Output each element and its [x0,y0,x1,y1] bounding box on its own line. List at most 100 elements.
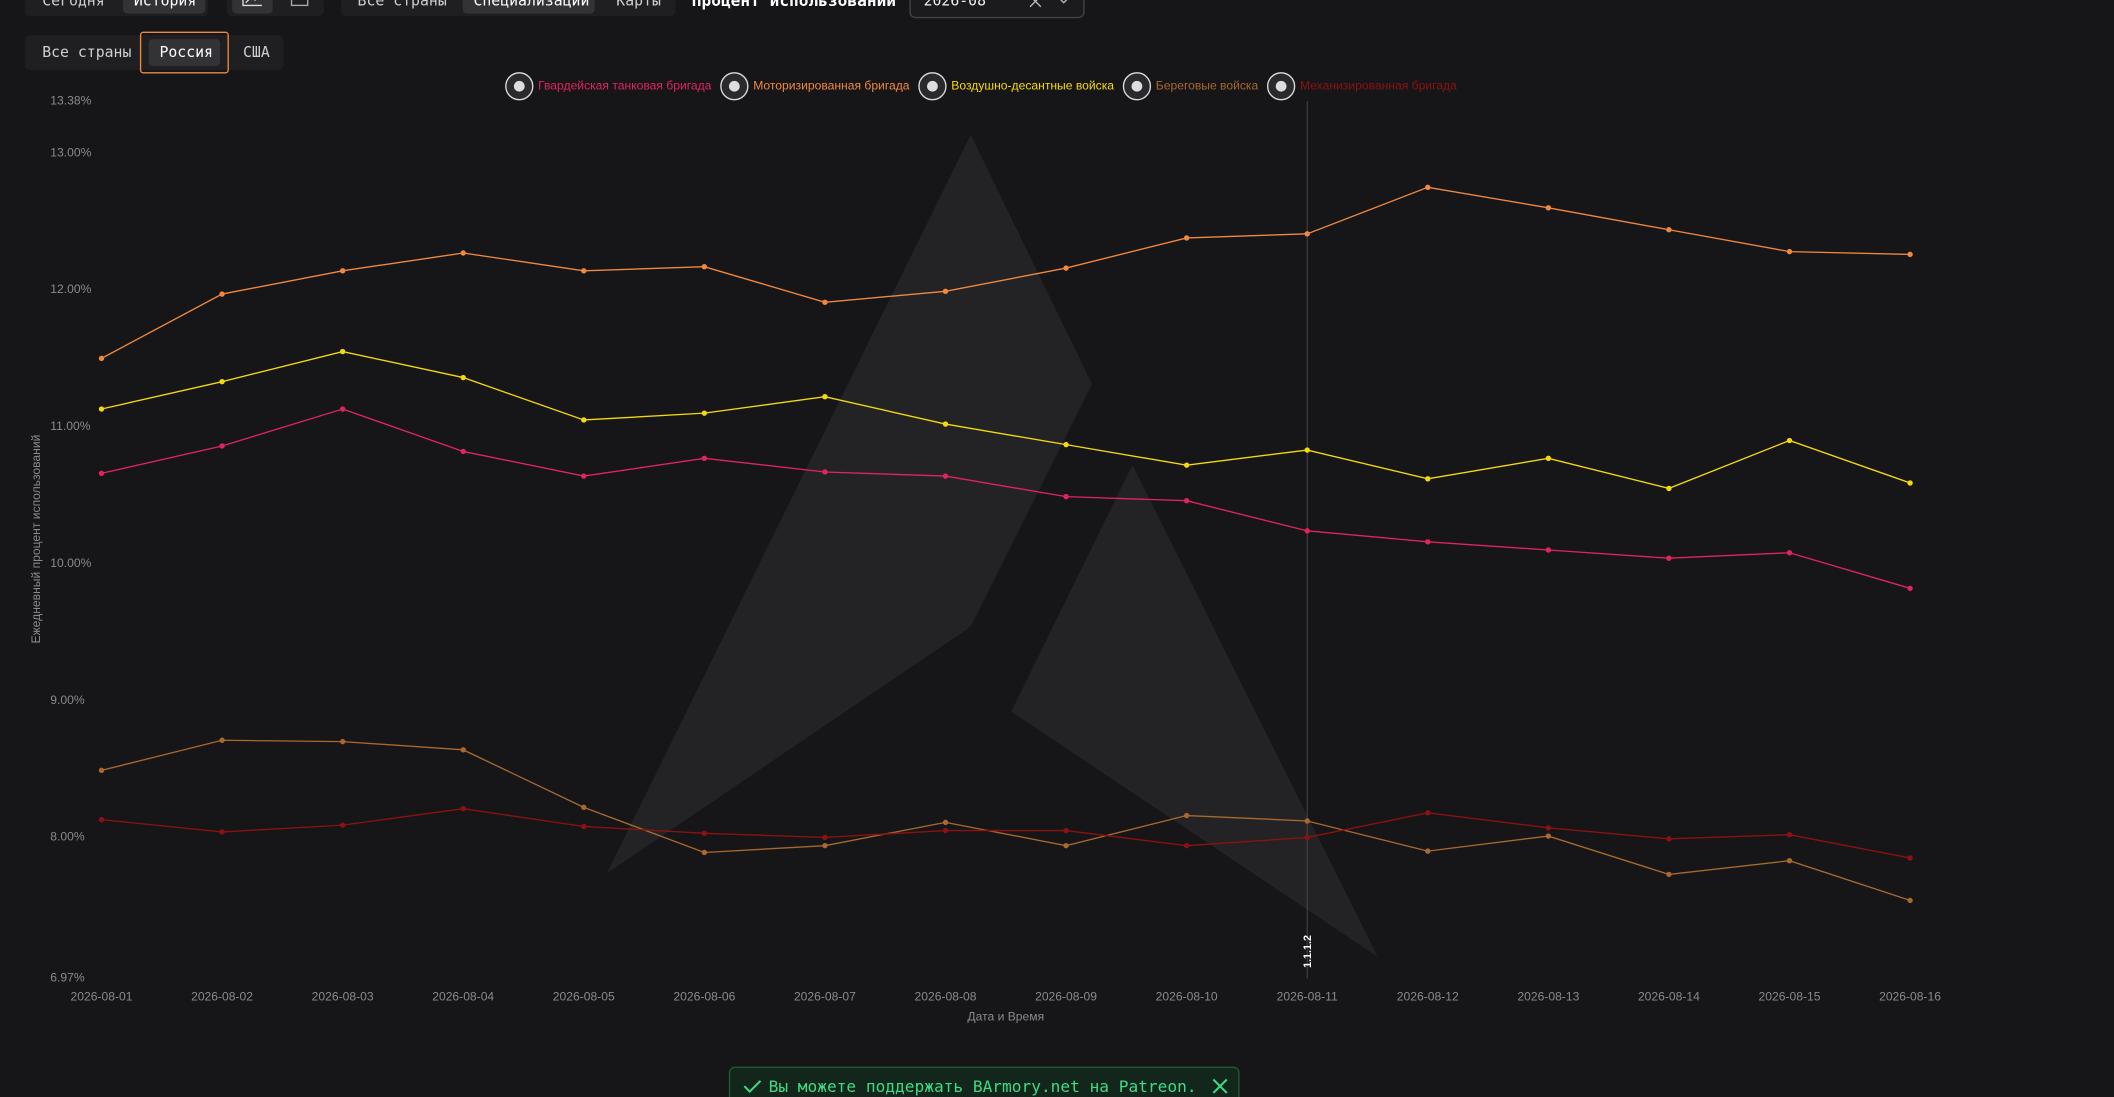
point [1786,437,1793,444]
country-tab[interactable]: США [243,44,270,61]
y-tick-label: 8.00% [50,830,85,844]
point [1425,848,1431,854]
point [1183,462,1190,468]
point [1666,227,1672,233]
point [822,842,828,849]
series-line [101,186,1911,359]
watermark [1011,464,1378,957]
point [1545,455,1552,461]
tab[interactable]: История [134,0,196,9]
tab[interactable]: Все страны [358,0,447,9]
country-tab[interactable]: Россия [159,44,213,61]
point [1545,547,1552,553]
date-input[interactable] [909,0,1085,19]
x-tick-label: 2026-08-01 [71,989,133,1003]
legend-icon-dot [1275,80,1287,92]
point [942,473,949,479]
point [581,823,587,830]
legend-label: Моторизированная бригада [753,78,910,92]
series-line [101,808,1911,859]
point [219,291,225,297]
series-line [101,350,1911,490]
point [98,816,105,823]
point [701,849,708,856]
point [219,443,225,449]
point [701,410,708,416]
point [339,268,346,274]
y-axis-label: Ежедневный процент использований [29,435,43,644]
point [1907,480,1913,486]
tab[interactable]: Специализации [473,0,589,9]
point [1907,855,1913,861]
point [1666,485,1672,492]
date-value: 2026-08 [924,0,986,9]
point [581,473,587,479]
point [1786,858,1793,864]
point [1786,248,1793,255]
point [1545,833,1552,839]
table-view-button[interactable] [290,0,309,7]
point [460,805,466,812]
point [1063,265,1069,271]
point [339,822,346,828]
x-tick-label: 2026-08-09 [1035,989,1097,1003]
x-axis-label: Дата и Время [967,1010,1044,1024]
point [581,417,587,423]
tab[interactable]: Сегодня [42,0,104,9]
point [1304,834,1310,841]
point [1425,476,1431,482]
y-tick-label: 6.97% [50,971,85,985]
chart-view-button[interactable] [232,0,273,14]
point [1545,825,1552,831]
focus-outline [139,31,229,74]
point [1063,493,1069,500]
x-tick-label: 2026-08-08 [915,989,977,1003]
point [1183,498,1190,504]
point [942,421,949,427]
point [1304,447,1310,453]
point [460,448,466,455]
point [460,250,466,256]
point [339,738,346,745]
point [701,830,708,837]
tab-active [123,0,206,14]
check-icon [743,1080,762,1094]
tab[interactable]: Карты [616,0,661,9]
x-tick-label: 2026-08-07 [794,989,856,1003]
x-tick-label: 2026-08-04 [432,989,494,1003]
x-tick-label: 2026-08-03 [312,989,374,1003]
point [1425,184,1431,190]
point [219,829,225,835]
x-tick-label: 2026-08-02 [191,989,253,1003]
point [98,767,105,774]
legend-icon-dot [1131,80,1143,92]
x-tick-label: 2026-08-16 [1879,989,1941,1003]
point [1063,827,1069,834]
point [1666,555,1672,561]
point [1666,836,1672,842]
x-tick-label: 2026-08-12 [1397,989,1459,1003]
point [1425,810,1431,816]
point [1666,871,1672,878]
legend-icon-dot [513,80,525,92]
country-tab[interactable]: Все страны [42,44,131,61]
point [701,455,708,461]
toast-text: Вы можете поддержать BArmory.net на Patr… [769,1077,1197,1096]
toast-close[interactable] [1212,1078,1228,1094]
point [1063,441,1069,448]
annotation-label: 1.1.1.2 [1302,935,1314,968]
y-tick-label: 13.00% [50,145,91,159]
input-icons[interactable] [1029,0,1068,8]
x-tick-label: 2026-08-10 [1156,989,1218,1003]
y-tick-label: 10.00% [50,556,91,570]
point [581,804,587,811]
point [339,406,346,412]
plot: 6.97% 8.00% 9.00% 10.00% 11.00% 12.00% 13.00% 1… [50,72,1941,1003]
point [339,348,346,355]
point [1183,812,1190,819]
legend-label: Воздушно-десантные войска [951,78,1114,92]
point [701,263,708,270]
x-tick-label: 2026-08-14 [1638,989,1700,1003]
